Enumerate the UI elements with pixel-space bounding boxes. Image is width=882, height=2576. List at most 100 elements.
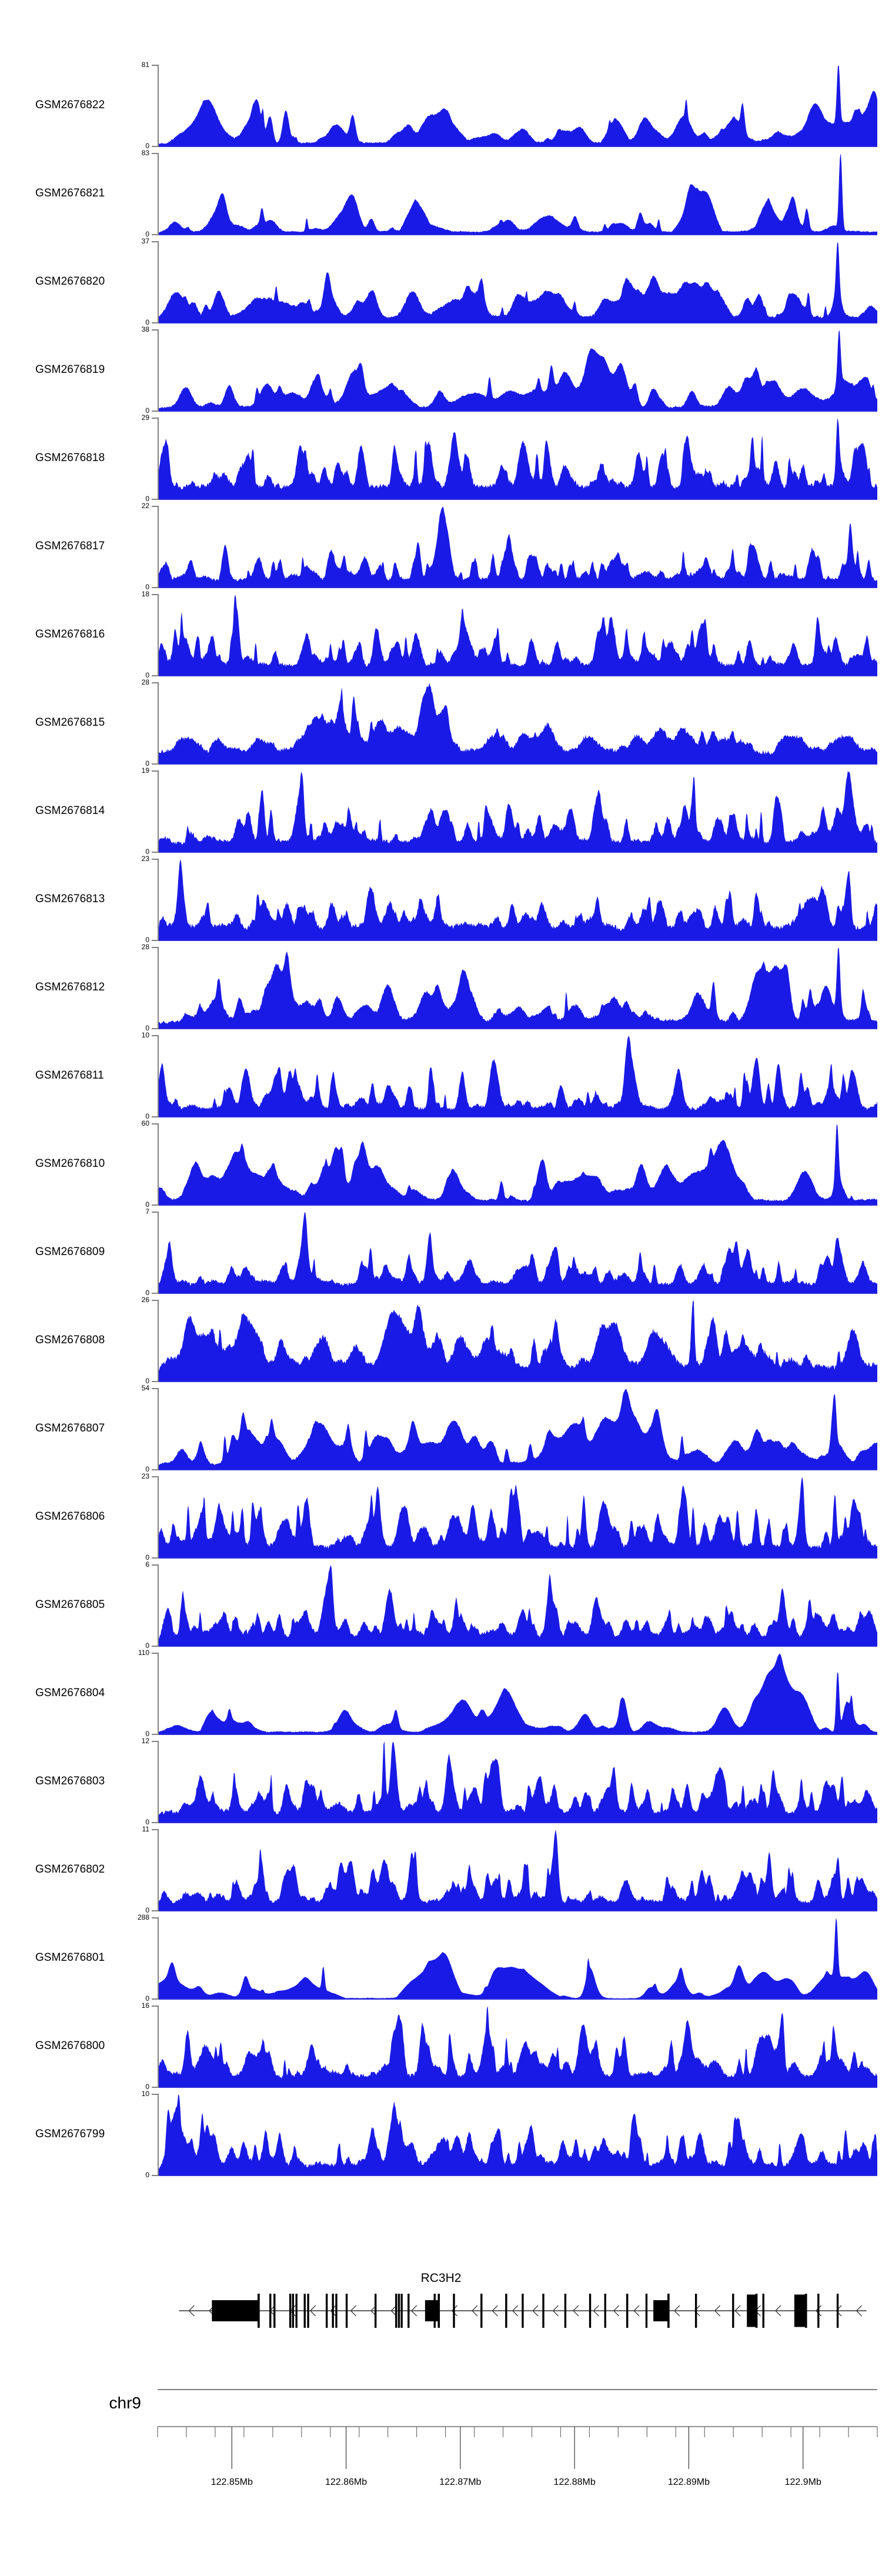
coverage-track[interactable]: GSM2676814 19 0 [0,766,882,859]
track-axis-max-label: 28 [141,678,149,686]
track-sample-label: GSM2676818 [35,452,105,464]
coverage-baseline [159,1734,877,1735]
coverage-track[interactable]: GSM2676816 18 0 [0,590,882,682]
coverage-baseline [159,499,877,500]
coverage-area-plot[interactable] [159,329,877,412]
coverage-baseline [159,1204,877,1206]
coverage-baseline [159,940,877,941]
coverage-area-plot[interactable] [159,1741,877,1823]
track-axis-max-label: 28 [141,943,149,951]
coverage-track[interactable]: GSM2676818 29 0 [0,413,882,506]
coverage-baseline [159,1116,877,1117]
axis-tick-label: 122.87Mb [439,2477,482,2487]
coverage-track[interactable]: GSM2676806 23 0 [0,1472,882,1564]
track-axis-max-label: 29 [141,413,149,422]
coverage-area-plot[interactable] [159,241,877,323]
axis-tick-label: 122.9Mb [784,2477,821,2487]
coverage-area-plot[interactable] [159,506,877,588]
track-axis-line [158,682,159,765]
track-axis-zero-label: 0 [145,936,149,944]
track-axis-zero-label: 0 [145,1377,149,1385]
coverage-area-plot[interactable] [159,1300,877,1382]
track-sample-label: GSM2676817 [35,540,105,552]
coverage-track[interactable]: GSM2676821 83 0 [0,149,882,241]
track-axis-zero-tick [152,1028,159,1029]
track-sample-label: GSM2676820 [35,275,105,288]
coverage-area-plot[interactable] [159,1829,877,1911]
track-axis-line [158,329,159,412]
coverage-area-plot[interactable] [159,2006,877,2088]
axis-tick-label: 122.88Mb [553,2477,596,2487]
track-axis-top-tick [152,1300,159,1301]
track-sample-label: GSM2676810 [35,1157,105,1170]
track-axis-line [158,241,159,323]
coverage-baseline [159,1028,877,1029]
coverage-track[interactable]: GSM2676809 7 0 [0,1207,882,1300]
track-axis-max-label: 19 [141,766,149,775]
coverage-track[interactable]: GSM2676817 22 0 [0,502,882,594]
track-axis-line [158,2094,159,2176]
coverage-area-plot[interactable] [159,65,877,147]
coverage-baseline [159,2087,877,2088]
track-axis-zero-label: 0 [145,1730,149,1738]
track-axis-top-tick [152,418,159,419]
track-axis-top-tick [152,1741,159,1742]
coverage-area-plot[interactable] [159,947,877,1029]
track-axis-zero-label: 0 [145,406,149,415]
coverage-area-plot[interactable] [159,153,877,235]
coverage-track[interactable]: GSM2676813 23 0 [0,855,882,947]
track-axis-top-tick [152,1476,159,1477]
coverage-baseline [159,675,877,676]
gene-model-glyph[interactable] [159,2293,877,2329]
coverage-baseline [159,1646,877,1647]
track-sample-label: GSM2676799 [35,2128,105,2140]
track-axis-line [158,1035,159,1117]
coverage-track[interactable]: GSM2676811 10 0 [0,1031,882,1123]
coverage-track[interactable]: GSM2676805 6 0 [0,1560,882,1653]
track-axis-zero-tick [152,499,159,500]
coverage-area-plot[interactable] [159,1035,877,1117]
track-axis-max-label: 23 [141,855,149,863]
coverage-track[interactable]: GSM2676808 26 0 [0,1296,882,1388]
coverage-track[interactable]: GSM2676822 81 0 [0,61,882,153]
coverage-baseline [159,763,877,765]
track-axis-max-label: 12 [141,1737,149,1745]
genome-coordinate-axis[interactable]: 122.85Mb 122.86Mb 122.87Mb 122.88Mb 122.89Mb… [0,2423,882,2505]
coverage-track[interactable]: GSM2676804 110 0 [0,1649,882,1741]
coverage-track[interactable]: GSM2676799 10 0 [0,2090,882,2182]
coverage-track[interactable]: GSM2676815 28 0 [0,678,882,770]
coverage-area-plot[interactable] [159,418,877,500]
coverage-area-plot[interactable] [159,594,877,676]
coverage-track[interactable]: GSM2676810 60 0 [0,1119,882,1212]
track-axis-max-label: 54 [141,1384,149,1392]
coverage-area-plot[interactable] [159,1564,877,1647]
track-axis-line [158,1476,159,1559]
track-axis-zero-tick [152,411,159,412]
coverage-track[interactable]: GSM2676819 38 0 [0,325,882,418]
track-sample-label: GSM2676822 [35,99,105,111]
coverage-area-plot[interactable] [159,859,877,941]
coverage-area-plot[interactable] [159,1653,877,1735]
coverage-area-plot[interactable] [159,2094,877,2176]
coverage-area-plot[interactable] [159,1476,877,1559]
axis-top-rule [158,2389,877,2390]
coverage-area-plot[interactable] [159,1388,877,1470]
coverage-area-plot[interactable] [159,682,877,765]
coverage-area-plot[interactable] [159,1212,877,1294]
gene-model-track[interactable]: RC3H2 [0,2271,882,2336]
coverage-track[interactable]: GSM2676801 288 0 [0,1913,882,2006]
track-axis-zero-label: 0 [145,671,149,679]
track-axis-zero-tick [152,1381,159,1382]
track-axis-top-tick [152,594,159,595]
track-axis-line [158,1123,159,1206]
coverage-track[interactable]: GSM2676800 16 0 [0,2001,882,2094]
coverage-track[interactable]: GSM2676803 12 0 [0,1737,882,1829]
coverage-area-plot[interactable] [159,1917,877,2000]
coverage-area-plot[interactable] [159,1123,877,1206]
coverage-track[interactable]: GSM2676807 54 0 [0,1384,882,1476]
coverage-track[interactable]: GSM2676812 28 0 [0,943,882,1035]
track-axis-top-tick [152,65,159,66]
coverage-area-plot[interactable] [159,770,877,853]
coverage-track[interactable]: GSM2676820 37 0 [0,237,882,329]
coverage-track[interactable]: GSM2676802 11 0 [0,1825,882,1917]
